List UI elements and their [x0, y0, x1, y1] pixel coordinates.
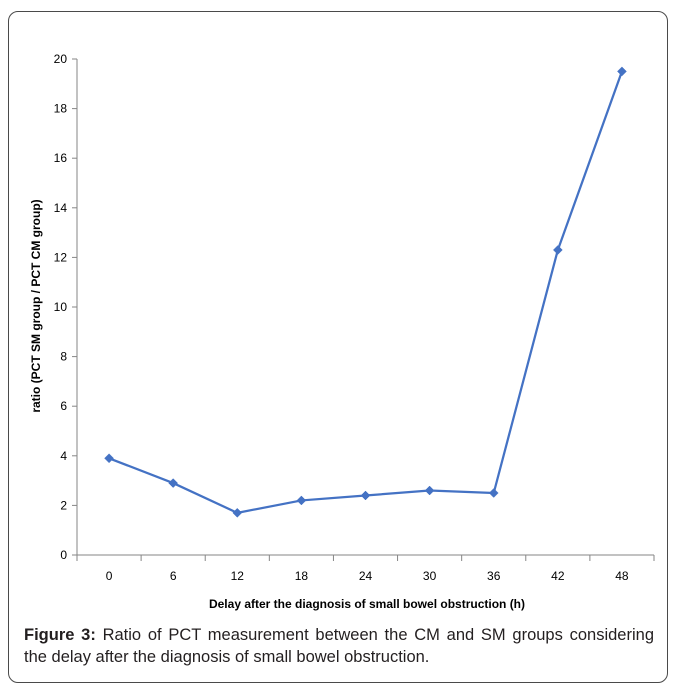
y-tick-label: 18 [54, 102, 68, 116]
chart-series [104, 66, 627, 518]
figure-caption-text: Ratio of PCT measurement between the CM … [24, 626, 654, 666]
x-tick-label: 48 [615, 569, 629, 583]
x-tick-label: 24 [359, 569, 373, 583]
x-tick-label: 0 [106, 569, 113, 583]
y-tick-label: 12 [54, 250, 68, 264]
data-point-marker [232, 507, 243, 518]
data-point-marker [488, 488, 499, 498]
figure-caption-label: Figure 3: [24, 626, 96, 644]
data-point-marker [296, 495, 307, 506]
y-tick-label: 10 [54, 300, 68, 314]
x-tick-label: 42 [551, 569, 565, 583]
data-point-marker [104, 453, 114, 464]
x-axis-label: Delay after the diagnosis of small bowel… [209, 597, 525, 611]
y-axis-label: ratio (PCT SM group / PCT CM group) [29, 199, 43, 412]
figure-caption: Figure 3: Ratio of PCT measurement betwe… [24, 624, 654, 668]
x-tick-label: 30 [423, 569, 437, 583]
y-tick-label: 4 [60, 449, 67, 463]
data-point-marker [617, 66, 627, 77]
data-point-marker [360, 490, 371, 501]
data-point-marker [168, 478, 179, 488]
data-point-marker [424, 485, 435, 496]
series-line [108, 71, 624, 514]
x-tick-label: 12 [231, 569, 245, 583]
chart-axes [76, 59, 654, 556]
y-tick-label: 8 [60, 350, 67, 364]
y-tick-label: 2 [60, 498, 67, 512]
x-tick-label: 6 [170, 569, 177, 583]
figure-frame [8, 11, 668, 683]
y-tick-label: 14 [54, 201, 68, 215]
y-tick-label: 20 [54, 52, 68, 66]
y-tick-label: 6 [60, 399, 67, 413]
data-point-marker [552, 245, 563, 255]
y-tick-label: 16 [54, 151, 68, 165]
y-tick-label: 0 [60, 548, 67, 562]
x-tick-label: 36 [487, 569, 501, 583]
x-tick-label: 18 [295, 569, 309, 583]
